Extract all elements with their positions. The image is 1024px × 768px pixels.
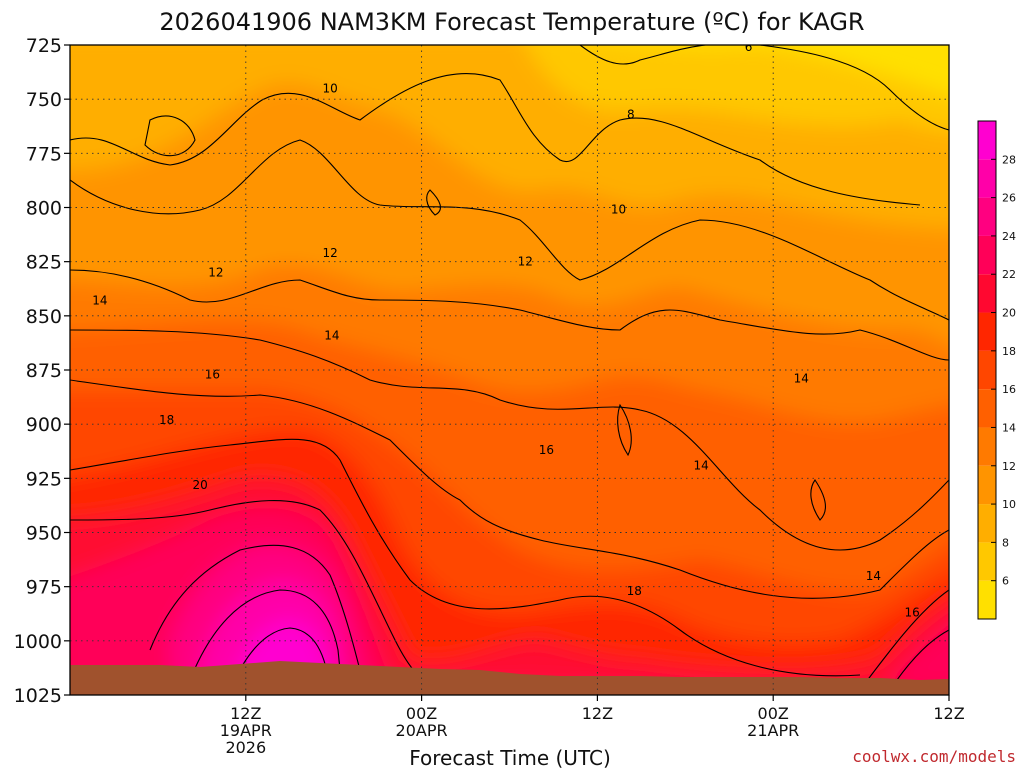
contour-12 (70, 269, 949, 361)
contour-18 (70, 438, 861, 677)
y-tick-label: 875 (26, 360, 62, 382)
contour-label-layer: 6881010101212121414141414161616181820 (92, 40, 975, 620)
y-tick-label: 800 (26, 198, 62, 220)
contour-island-3 (810, 479, 826, 521)
x-tick-label: 00Z (406, 704, 437, 723)
colorbar-swatch (978, 235, 996, 275)
y-tick-label: 775 (26, 143, 62, 165)
contour-label: 18 (627, 584, 642, 598)
contour-label: 18 (159, 413, 174, 427)
colorbar-swatch (978, 121, 996, 160)
contour-14 (70, 329, 949, 551)
y-tick-label: 975 (26, 577, 62, 599)
contour-island-1 (426, 189, 441, 216)
contour-20 (70, 499, 441, 691)
contour-label: 14 (693, 458, 708, 472)
contour-label: 14 (92, 294, 107, 308)
colorbar-label: 14 (1002, 421, 1016, 434)
contour-label: 14 (794, 372, 809, 386)
x-tick-label: 19APR (220, 721, 272, 740)
x-axis-label: Forecast Time (UTC) (409, 746, 611, 768)
contour-label: 12 (323, 246, 338, 260)
y-tick-label: 825 (26, 252, 62, 274)
y-tick-label: 1000 (14, 631, 62, 653)
contour-lines (70, 45, 949, 691)
colorbar-swatch (978, 504, 996, 543)
x-tick-label: 2026 (225, 738, 266, 757)
contour-6 (579, 45, 949, 131)
colorbar-label: 24 (1002, 230, 1016, 243)
x-tick-label: 00Z (758, 704, 789, 723)
colorbar: 6 8 10 12 14 16 18 20 22 24 26 28 (977, 120, 1016, 620)
y-axis: 725 750 775 800 825 850 875 900 925 950 975 1000 102… (14, 35, 70, 707)
colorbar-swatch (978, 465, 996, 505)
x-tick-label: 12Z (933, 704, 964, 723)
contour-label: 10 (957, 253, 972, 267)
colorbar-label: 12 (1002, 460, 1016, 473)
colorbar-swatch (978, 350, 996, 390)
colorbar-swatch (978, 197, 996, 236)
contour-16 (70, 379, 949, 599)
contour-label: 14 (866, 569, 881, 583)
colorbar-swatch (978, 427, 996, 466)
contour-label-bg (955, 252, 975, 266)
y-tick-label: 1025 (14, 685, 62, 707)
colorbar-frame (977, 120, 997, 620)
x-tick-label: 12Z (582, 704, 613, 723)
contour-10 (70, 139, 949, 321)
y-tick-label: 725 (26, 35, 62, 57)
colorbar-label: 16 (1002, 383, 1016, 396)
contour-label: 10 (323, 81, 338, 95)
colorbar-swatch (978, 159, 996, 198)
contour-label: 8 (627, 107, 635, 121)
y-tick-label: 750 (26, 89, 62, 111)
contour-22 (149, 544, 366, 691)
colorbar-label: 20 (1002, 307, 1016, 320)
contour-22-right (859, 589, 949, 691)
y-tick-label: 950 (26, 523, 62, 545)
x-tick-label: 21APR (747, 721, 799, 740)
contour-24 (189, 589, 343, 691)
colorbar-label: 10 (1002, 498, 1016, 511)
contour-label: 20 (192, 478, 207, 492)
colorbar-label: 6 (1002, 575, 1009, 588)
contour-label: 12 (208, 266, 223, 280)
y-tick-label: 900 (26, 414, 62, 436)
colorbar-swatch (978, 580, 996, 619)
plot-area: 6881010101212121414141414161616181820 (70, 40, 975, 695)
contour-island-4 (144, 115, 196, 157)
y-tick-label: 850 (26, 306, 62, 328)
contour-label: 10 (611, 203, 626, 217)
contour-island-2 (617, 403, 632, 457)
colorbar-label: 22 (1002, 268, 1016, 281)
colorbar-label: 18 (1002, 345, 1016, 358)
colorbar-swatch (978, 312, 996, 351)
credit-text: coolwx.com/models (852, 747, 1016, 766)
x-tick-label: 20APR (396, 721, 448, 740)
colorbar-swatch (978, 274, 996, 313)
contour-26 (229, 627, 331, 691)
ground-terrain (70, 661, 949, 695)
x-tick-label: 12Z (230, 704, 261, 723)
contour-8 (70, 72, 921, 206)
colorbar-swatch (978, 389, 996, 428)
contour-label: 16 (904, 606, 919, 620)
colorbar-swatch (978, 542, 996, 581)
colorbar-label: 26 (1002, 192, 1016, 205)
chart-title: 2026041906 NAM3KM Forecast Temperature (… (159, 8, 864, 36)
contour-label: 14 (324, 328, 339, 342)
contour-label: 16 (539, 443, 554, 457)
contour-label: 16 (205, 367, 220, 381)
contour-label: 12 (518, 255, 533, 269)
colorbar-label: 28 (1002, 153, 1016, 166)
contour-label: 6 (745, 40, 753, 54)
colorbar-label: 8 (1002, 536, 1009, 549)
y-tick-label: 925 (26, 468, 62, 490)
